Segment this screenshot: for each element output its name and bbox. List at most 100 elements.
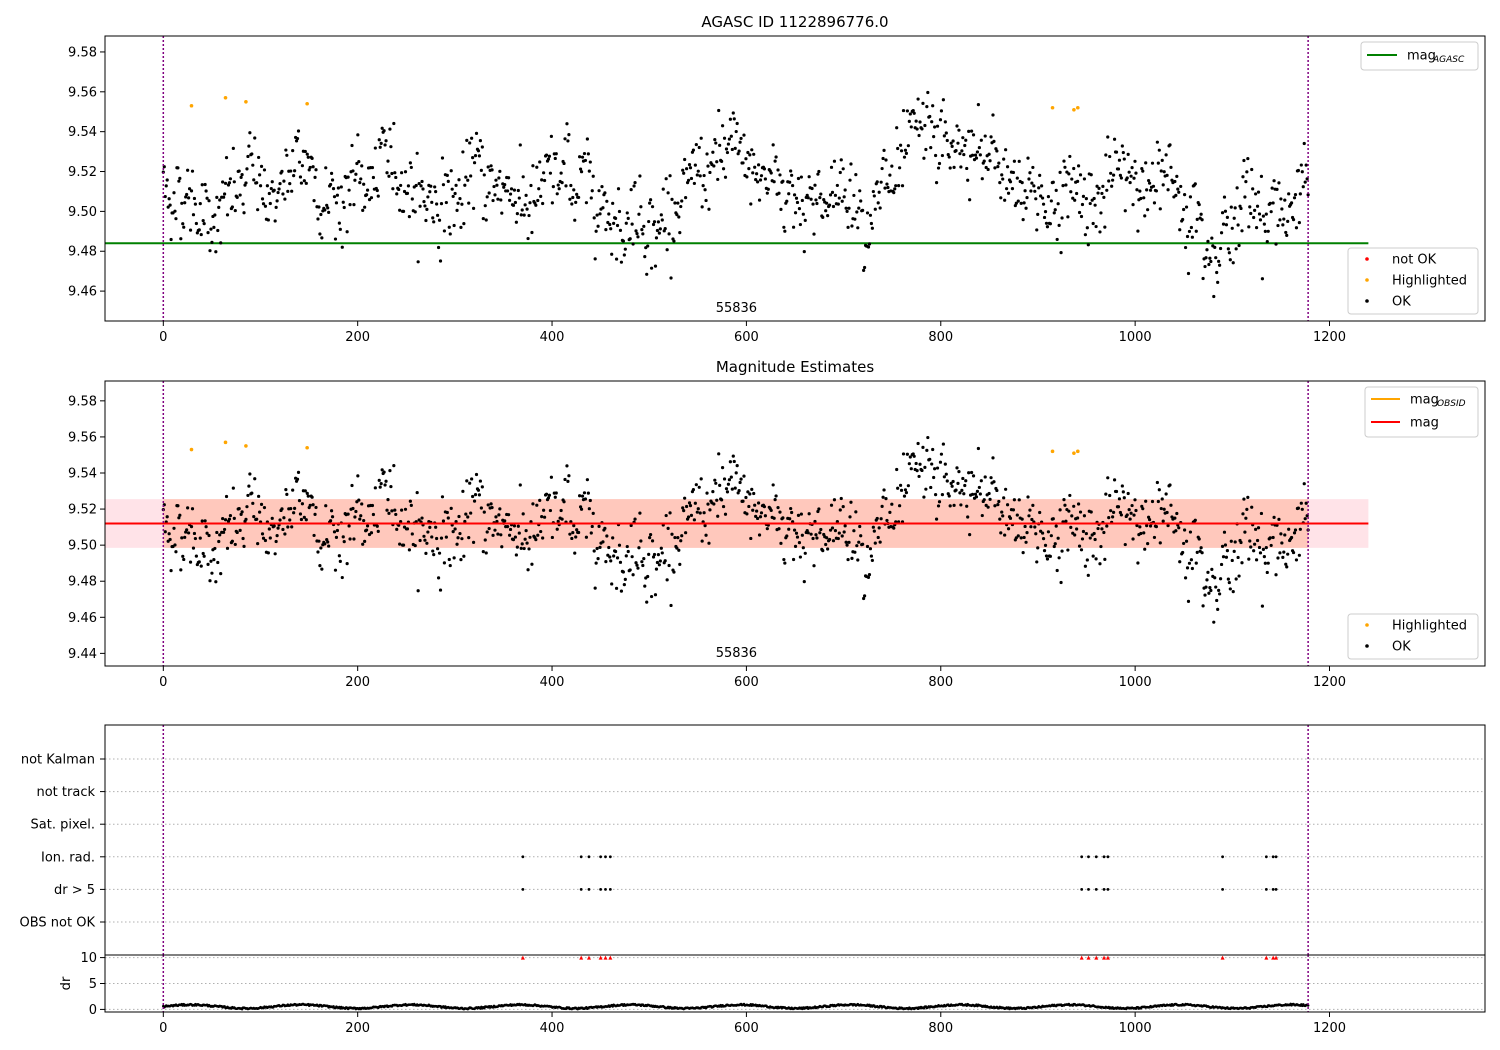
ok-point xyxy=(1060,216,1064,220)
ok-point xyxy=(831,204,836,209)
ok-point xyxy=(403,170,408,174)
ok-point xyxy=(788,517,792,521)
ok-point xyxy=(1254,192,1258,196)
ok-point xyxy=(392,464,396,468)
ok-point xyxy=(401,209,406,213)
ok-point xyxy=(721,504,726,509)
ok-point xyxy=(285,492,289,496)
ok-point xyxy=(626,549,630,554)
ok-point xyxy=(803,218,807,222)
ok-point xyxy=(1043,210,1048,214)
ok-point xyxy=(1093,537,1097,542)
ok-point xyxy=(1112,137,1117,141)
ok-point xyxy=(1108,154,1112,159)
flag-point xyxy=(1271,888,1275,891)
ok-point xyxy=(253,477,257,481)
dr-clipped-marker xyxy=(1086,955,1091,960)
ok-point xyxy=(549,475,553,479)
ok-point xyxy=(204,525,208,529)
ok-point xyxy=(1296,168,1301,173)
ok-point xyxy=(223,181,228,185)
ok-point xyxy=(857,540,861,544)
ok-point xyxy=(465,479,469,483)
ok-point xyxy=(669,276,673,280)
ok-point xyxy=(431,549,435,553)
ok-point xyxy=(1173,179,1177,184)
ok-point xyxy=(950,144,954,148)
ok-point xyxy=(715,160,719,164)
ok-point xyxy=(669,603,673,608)
flag-point xyxy=(587,888,591,891)
ok-point xyxy=(1279,197,1283,201)
ok-point xyxy=(687,163,692,167)
ok-point xyxy=(484,551,488,555)
ok-point xyxy=(466,515,470,519)
ok-point xyxy=(899,149,904,153)
flag-point xyxy=(599,888,603,891)
ok-point xyxy=(699,136,703,140)
ok-point xyxy=(720,466,725,470)
ok-point xyxy=(508,527,513,532)
ok-point xyxy=(535,165,539,169)
ok-point xyxy=(630,555,634,559)
ok-point xyxy=(835,520,839,524)
ok-point xyxy=(528,201,532,205)
ok-point xyxy=(841,505,845,509)
ok-point xyxy=(1055,237,1059,242)
ok-point xyxy=(262,168,267,172)
ok-point xyxy=(578,167,583,171)
ok-point xyxy=(1209,259,1213,264)
ok-point xyxy=(1254,558,1259,562)
ok-point xyxy=(640,228,644,232)
ok-point xyxy=(487,191,491,195)
ok-point xyxy=(1208,585,1212,590)
ok-point xyxy=(345,230,349,234)
ok-point xyxy=(189,525,194,529)
ok-point xyxy=(1241,512,1245,516)
ok-point xyxy=(283,532,287,536)
ok-point xyxy=(1116,505,1121,509)
ok-point xyxy=(969,129,974,133)
ok-point xyxy=(840,534,844,538)
ok-point xyxy=(194,221,198,226)
ok-point xyxy=(847,540,851,544)
ok-point xyxy=(336,186,340,190)
ok-point xyxy=(733,486,737,490)
ok-point xyxy=(1058,508,1062,512)
ok-point xyxy=(432,552,436,557)
ok-point xyxy=(389,145,393,149)
dr-clipped-marker xyxy=(1079,955,1084,960)
ok-point xyxy=(1054,524,1058,528)
ok-point xyxy=(1239,206,1243,211)
ok-point xyxy=(930,120,934,124)
ok-point xyxy=(1038,173,1042,177)
ok-point xyxy=(836,202,840,206)
ok-point xyxy=(384,139,388,143)
ok-point xyxy=(361,542,365,546)
ok-point xyxy=(813,519,817,524)
ok-point xyxy=(295,477,300,481)
ok-point xyxy=(231,486,235,490)
ok-point xyxy=(1045,557,1050,561)
ok-point xyxy=(405,527,410,531)
highlighted-point xyxy=(1050,449,1055,454)
ok-point xyxy=(449,169,453,173)
ok-point xyxy=(263,204,268,208)
ok-point xyxy=(1069,190,1073,194)
ok-point xyxy=(169,569,173,573)
ok-point xyxy=(185,528,189,532)
ok-point xyxy=(1296,506,1301,510)
ok-point xyxy=(787,192,791,196)
ok-point xyxy=(223,518,228,522)
ok-point xyxy=(360,164,364,168)
ok-point xyxy=(623,577,627,581)
ok-point xyxy=(929,146,933,150)
ok-point xyxy=(559,508,563,513)
ok-point xyxy=(256,542,260,546)
ok-point xyxy=(861,542,865,546)
ok-point xyxy=(916,97,920,101)
ok-point xyxy=(267,191,271,196)
ok-point xyxy=(189,189,194,193)
ok-point xyxy=(963,483,967,488)
ok-point xyxy=(168,537,172,542)
